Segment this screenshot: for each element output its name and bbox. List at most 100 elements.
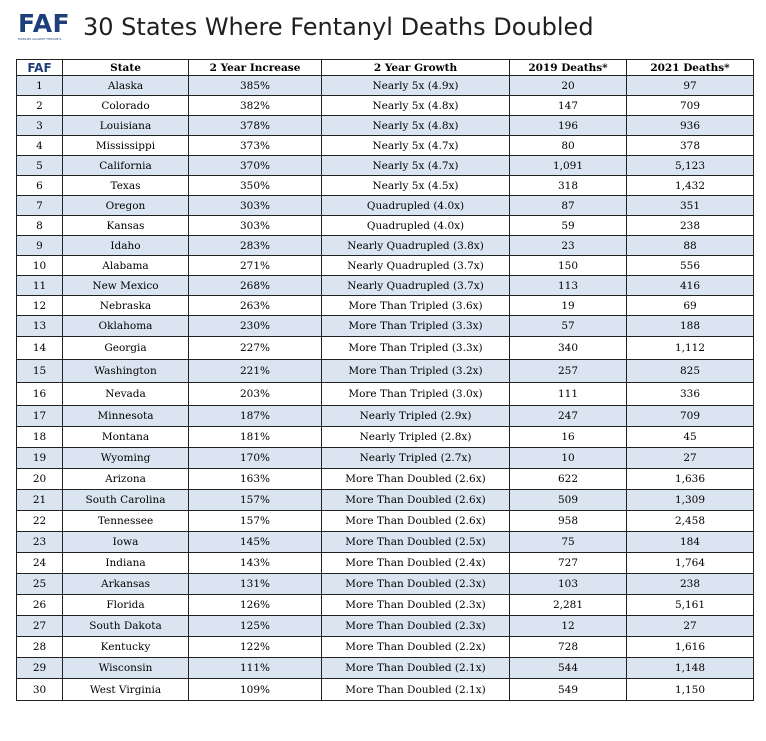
table-row: 4 Mississippi 373% Nearly 5x (4.7x) 80 378 xyxy=(16,135,754,156)
rank-cell: 12 xyxy=(16,295,63,316)
deaths-2021-cell: 1,764 xyxy=(626,552,754,574)
rank-cell: 2 xyxy=(16,95,63,116)
rank-cell: 22 xyxy=(16,510,63,532)
deaths-2021-cell: 1,112 xyxy=(626,336,754,360)
rank-cell: 5 xyxy=(16,155,63,176)
fentanyl-deaths-table: FAF State 2 Year Increase 2 Year Growth 2019… xyxy=(16,59,754,701)
table-row: 2 Colorado 382% Nearly 5x (4.8x) 147 709 xyxy=(16,95,754,116)
rank-cell: 14 xyxy=(16,336,63,360)
deaths-2019-cell: 20 xyxy=(509,75,627,96)
deaths-2019-cell: 728 xyxy=(509,636,627,658)
table-row: 8 Kansas 303% Quadrupled (4.0x) 59 238 xyxy=(16,215,754,236)
rank-cell: 17 xyxy=(16,405,63,427)
increase-cell: 187% xyxy=(188,405,322,427)
increase-cell: 350% xyxy=(188,175,322,196)
deaths-2021-cell: 1,150 xyxy=(626,678,754,701)
growth-cell: Nearly Tripled (2.9x) xyxy=(321,405,510,427)
deaths-2019-cell: 19 xyxy=(509,295,627,316)
deaths-2021-cell: 69 xyxy=(626,295,754,316)
rank-cell: 6 xyxy=(16,175,63,196)
logo-subtext: FAMILIES AGAINST FENTANYL xyxy=(18,37,62,41)
growth-cell: More Than Doubled (2.6x) xyxy=(321,468,510,490)
deaths-2021-cell: 1,309 xyxy=(626,489,754,511)
state-cell: Kansas xyxy=(62,215,189,236)
rank-cell: 3 xyxy=(16,115,63,136)
rank-cell: 20 xyxy=(16,468,63,490)
growth-cell: More Than Doubled (2.6x) xyxy=(321,510,510,532)
rank-cell: 28 xyxy=(16,636,63,658)
growth-header: 2 Year Growth xyxy=(321,59,510,76)
deaths-2019-cell: 87 xyxy=(509,195,627,216)
growth-cell: Nearly 5x (4.5x) xyxy=(321,175,510,196)
state-cell: Georgia xyxy=(62,336,189,360)
table-row: 1 Alaska 385% Nearly 5x (4.9x) 20 97 xyxy=(16,75,754,96)
increase-header: 2 Year Increase xyxy=(188,59,322,76)
rank-header: FAF xyxy=(16,59,63,76)
deaths-2021-cell: 2,458 xyxy=(626,510,754,532)
deaths-2021-cell: 1,616 xyxy=(626,636,754,658)
deaths-2021-cell: 188 xyxy=(626,315,754,337)
growth-cell: Quadrupled (4.0x) xyxy=(321,195,510,216)
deaths-2019-cell: 2,281 xyxy=(509,594,627,616)
state-cell: South Dakota xyxy=(62,615,189,637)
deaths-2021-cell: 1,148 xyxy=(626,657,754,679)
deaths-2019-cell: 509 xyxy=(509,489,627,511)
table-row: 27 South Dakota 125% More Than Doubled (2.3… xyxy=(16,615,754,637)
increase-cell: 378% xyxy=(188,115,322,136)
increase-cell: 373% xyxy=(188,135,322,156)
table-row: 13 Oklahoma 230% More Than Tripled (3.3x) 57… xyxy=(16,315,754,337)
deaths-2021-cell: 45 xyxy=(626,426,754,448)
table-body: 1 Alaska 385% Nearly 5x (4.9x) 20 97 2 Colorado… xyxy=(16,75,754,701)
deaths-2019-cell: 196 xyxy=(509,115,627,136)
table-header: FAF State 2 Year Increase 2 Year Growth 2019… xyxy=(16,59,754,76)
growth-cell: Nearly Quadrupled (3.8x) xyxy=(321,235,510,256)
growth-cell: Nearly Quadrupled (3.7x) xyxy=(321,275,510,296)
deaths-2019-cell: 111 xyxy=(509,382,627,406)
growth-cell: More Than Tripled (3.0x) xyxy=(321,382,510,406)
growth-cell: More Than Tripled (3.3x) xyxy=(321,336,510,360)
deaths-2019-cell: 12 xyxy=(509,615,627,637)
rank-cell: 26 xyxy=(16,594,63,616)
rank-cell: 1 xyxy=(16,75,63,96)
deaths-2019-cell: 340 xyxy=(509,336,627,360)
table-row: 3 Louisiana 378% Nearly 5x (4.8x) 196 936 xyxy=(16,115,754,136)
deaths-2021-cell: 27 xyxy=(626,447,754,469)
rank-cell: 27 xyxy=(16,615,63,637)
rank-cell: 23 xyxy=(16,531,63,553)
state-cell: Arizona xyxy=(62,468,189,490)
rank-cell: 10 xyxy=(16,255,63,276)
increase-cell: 111% xyxy=(188,657,322,679)
deaths-2021-cell: 1,636 xyxy=(626,468,754,490)
state-cell: Oklahoma xyxy=(62,315,189,337)
table-row: 19 Wyoming 170% Nearly Tripled (2.7x) 10 27 xyxy=(16,447,754,469)
state-cell: New Mexico xyxy=(62,275,189,296)
rank-cell: 4 xyxy=(16,135,63,156)
table-row: 23 Iowa 145% More Than Doubled (2.5x) 75 184 xyxy=(16,531,754,553)
growth-cell: Nearly 5x (4.8x) xyxy=(321,115,510,136)
state-cell: Mississippi xyxy=(62,135,189,156)
state-cell: Montana xyxy=(62,426,189,448)
fentanyl-table-container: FAF State 2 Year Increase 2 Year Growth 2019… xyxy=(16,59,754,701)
growth-cell: Nearly Tripled (2.7x) xyxy=(321,447,510,469)
rank-cell: 18 xyxy=(16,426,63,448)
rank-cell: 8 xyxy=(16,215,63,236)
rank-cell: 13 xyxy=(16,315,63,337)
state-cell: Tennessee xyxy=(62,510,189,532)
deaths-2019-cell: 75 xyxy=(509,531,627,553)
deaths-2019-cell: 10 xyxy=(509,447,627,469)
increase-cell: 227% xyxy=(188,336,322,360)
increase-cell: 125% xyxy=(188,615,322,637)
table-row: 30 West Virginia 109% More Than Doubled (2.… xyxy=(16,678,754,701)
deaths-2019-cell: 23 xyxy=(509,235,627,256)
growth-cell: More Than Doubled (2.3x) xyxy=(321,573,510,595)
increase-cell: 157% xyxy=(188,510,322,532)
growth-cell: More Than Tripled (3.3x) xyxy=(321,315,510,337)
deaths-2019-cell: 544 xyxy=(509,657,627,679)
deaths-2021-cell: 5,161 xyxy=(626,594,754,616)
increase-cell: 143% xyxy=(188,552,322,574)
deaths-2021-cell: 351 xyxy=(626,195,754,216)
deaths-2019-cell: 59 xyxy=(509,215,627,236)
logo-text: FAF xyxy=(18,9,71,38)
deaths-2019-cell: 150 xyxy=(509,255,627,276)
growth-cell: More Than Doubled (2.5x) xyxy=(321,531,510,553)
